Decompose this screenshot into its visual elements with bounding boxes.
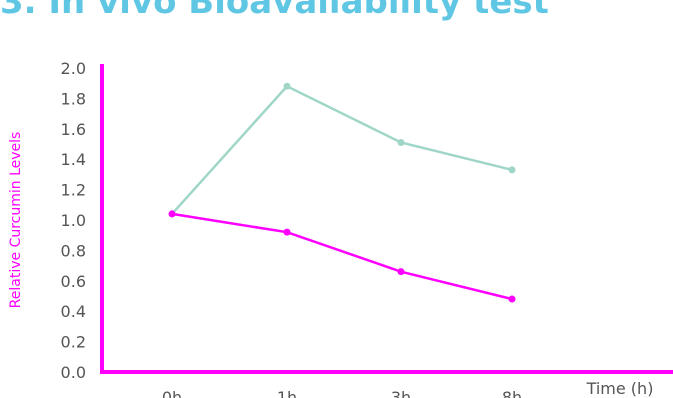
y-tick-label: 0.2 [61, 333, 86, 352]
x-tick-label: 0h [162, 388, 182, 398]
data-point [283, 228, 291, 236]
y-tick-label: 0.0 [61, 363, 86, 382]
x-tick-label: 8h [502, 388, 522, 398]
y-tick-label: 0.4 [61, 302, 86, 321]
y-tick-label: 2.0 [61, 59, 86, 78]
data-point [168, 210, 176, 218]
data-point [283, 82, 291, 90]
data-point [397, 138, 405, 146]
series-line-1 [171, 84, 513, 215]
series-line-2 [171, 212, 513, 301]
data-point [508, 166, 516, 174]
y-axis-label: Relative Curcumin Levels [8, 132, 24, 309]
x-tick-label: 1h [277, 388, 297, 398]
y-tick-label: 0.6 [61, 272, 86, 291]
y-tick-label: 1.4 [61, 150, 86, 169]
data-point [508, 295, 516, 303]
page-title: 3. In vivo Bioavailability test [0, 0, 549, 22]
y-tick-label: 1.0 [61, 211, 86, 230]
data-point [397, 268, 405, 276]
x-axis-label: Time (h) [586, 379, 654, 398]
x-tick-label: 3h [391, 388, 411, 398]
y-tick-label: 1.8 [61, 89, 86, 108]
y-tick-label: 0.8 [61, 241, 86, 260]
y-tick-label: 1.6 [61, 120, 86, 139]
y-tick-label: 1.2 [61, 181, 86, 200]
